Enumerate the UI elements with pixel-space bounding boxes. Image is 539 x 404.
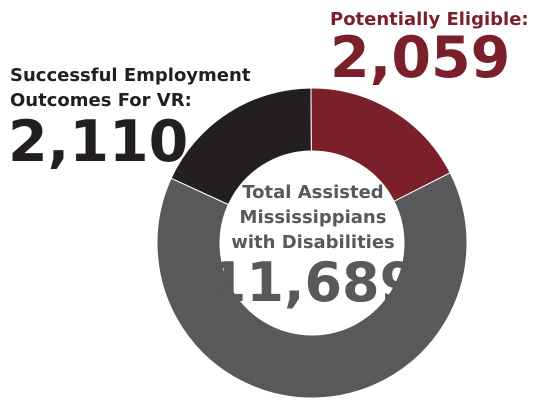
potentially-eligible-label: Potentially Eligible: — [330, 9, 529, 30]
potentially-eligible-value: 2,059 — [330, 25, 511, 91]
center-total-value: 11,689 — [208, 251, 418, 314]
center-total-label: Total Assisted Mississippians with Disab… — [203, 180, 423, 255]
employment-outcomes-value: 2,110 — [8, 109, 189, 175]
center-label-line-1: Total Assisted — [242, 182, 384, 203]
employment-outcomes-label-line-2: Outcomes For VR: — [10, 90, 192, 111]
center-label-line-3: with Disabilities — [231, 232, 395, 253]
donut-hole — [220, 151, 404, 335]
center-label-line-2: Mississippians — [239, 207, 387, 228]
employment-outcomes-label: Successful Employment Outcomes For VR: — [10, 63, 250, 113]
slice-remainder — [156, 172, 468, 399]
employment-outcomes-label-line-1: Successful Employment — [10, 65, 251, 86]
